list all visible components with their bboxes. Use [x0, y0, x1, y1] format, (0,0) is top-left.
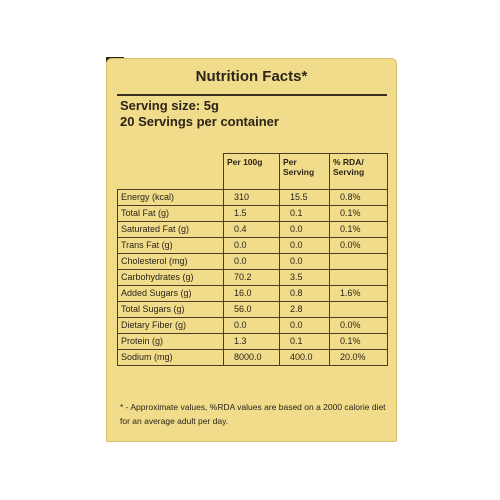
value-per-serving: 2.8 — [279, 301, 330, 318]
table-row: Carbohydrates (g) 70.2 3.5 — [117, 269, 388, 286]
nutrient-name: Saturated Fat (g) — [117, 221, 224, 238]
nutrient-name: Protein (g) — [117, 333, 224, 350]
title-divider — [117, 94, 387, 96]
serving-size: Serving size: 5g — [120, 98, 219, 113]
header-per-serving: Per Serving — [279, 153, 330, 190]
table-row: Trans Fat (g) 0.0 0.0 0.0% — [117, 237, 388, 254]
nutrient-name: Carbohydrates (g) — [117, 269, 224, 286]
nutrient-name: Sodium (mg) — [117, 349, 224, 366]
nutrient-name: Total Sugars (g) — [117, 301, 224, 318]
table-row: Total Fat (g) 1.5 0.1 0.1% — [117, 205, 388, 222]
value-rda — [329, 269, 388, 286]
table-row: Dietary Fiber (g) 0.0 0.0 0.0% — [117, 317, 388, 334]
table-header-row: Per 100g Per Serving % RDA/ Serving — [117, 153, 388, 190]
header-blank-cell — [117, 153, 224, 190]
value-per-100g: 1.5 — [223, 205, 280, 222]
value-rda — [329, 301, 388, 318]
value-per-100g: 8000.0 — [223, 349, 280, 366]
label-title: Nutrition Facts* — [195, 68, 308, 85]
table-row: Added Sugars (g) 16.0 0.8 1.6% — [117, 285, 388, 302]
servings-per-container: 20 Servings per container — [120, 114, 279, 129]
value-per-100g: 0.0 — [223, 253, 280, 270]
value-rda: 0.1% — [329, 221, 388, 238]
value-per-serving: 0.8 — [279, 285, 330, 302]
table-row: Energy (kcal) 310 15.5 0.8% — [117, 189, 388, 206]
value-per-serving: 3.5 — [279, 269, 330, 286]
value-per-serving: 15.5 — [279, 189, 330, 206]
value-per-100g: 56.0 — [223, 301, 280, 318]
value-per-serving: 0.0 — [279, 221, 330, 238]
nutrition-label: Nutrition Facts* Serving size: 5g 20 Ser… — [106, 58, 397, 442]
value-per-100g: 16.0 — [223, 285, 280, 302]
value-per-100g: 0.0 — [223, 317, 280, 334]
value-rda: 0.1% — [329, 205, 388, 222]
value-per-100g: 0.0 — [223, 237, 280, 254]
nutrient-name: Energy (kcal) — [117, 189, 224, 206]
nutrition-table: Per 100g Per Serving % RDA/ Serving Ener… — [117, 153, 388, 366]
value-per-100g: 310 — [223, 189, 280, 206]
value-per-serving: 0.0 — [279, 237, 330, 254]
header-rda: % RDA/ Serving — [329, 153, 388, 190]
nutrient-name: Total Fat (g) — [117, 205, 224, 222]
nutrient-name: Trans Fat (g) — [117, 237, 224, 254]
value-rda: 1.6% — [329, 285, 388, 302]
value-per-serving: 400.0 — [279, 349, 330, 366]
value-per-serving: 0.1 — [279, 333, 330, 350]
value-rda: 0.0% — [329, 317, 388, 334]
table-row: Cholesterol (mg) 0.0 0.0 — [117, 253, 388, 270]
value-rda: 0.1% — [329, 333, 388, 350]
value-per-serving: 0.1 — [279, 205, 330, 222]
header-per-100g: Per 100g — [223, 153, 280, 190]
table-row: Sodium (mg) 8000.0 400.0 20.0% — [117, 349, 388, 366]
value-per-100g: 1.3 — [223, 333, 280, 350]
nutrient-name: Added Sugars (g) — [117, 285, 224, 302]
value-per-100g: 0.4 — [223, 221, 280, 238]
value-per-serving: 0.0 — [279, 317, 330, 334]
table-row: Total Sugars (g) 56.0 2.8 — [117, 301, 388, 318]
value-rda: 20.0% — [329, 349, 388, 366]
value-rda: 0.0% — [329, 237, 388, 254]
value-rda: 0.8% — [329, 189, 388, 206]
nutrient-name: Dietary Fiber (g) — [117, 317, 224, 334]
value-rda — [329, 253, 388, 270]
nutrient-name: Cholesterol (mg) — [117, 253, 224, 270]
footnote: * - Approximate values, %RDA values are … — [120, 402, 386, 426]
table-row: Protein (g) 1.3 0.1 0.1% — [117, 333, 388, 350]
value-per-serving: 0.0 — [279, 253, 330, 270]
table-row: Saturated Fat (g) 0.4 0.0 0.1% — [117, 221, 388, 238]
value-per-100g: 70.2 — [223, 269, 280, 286]
